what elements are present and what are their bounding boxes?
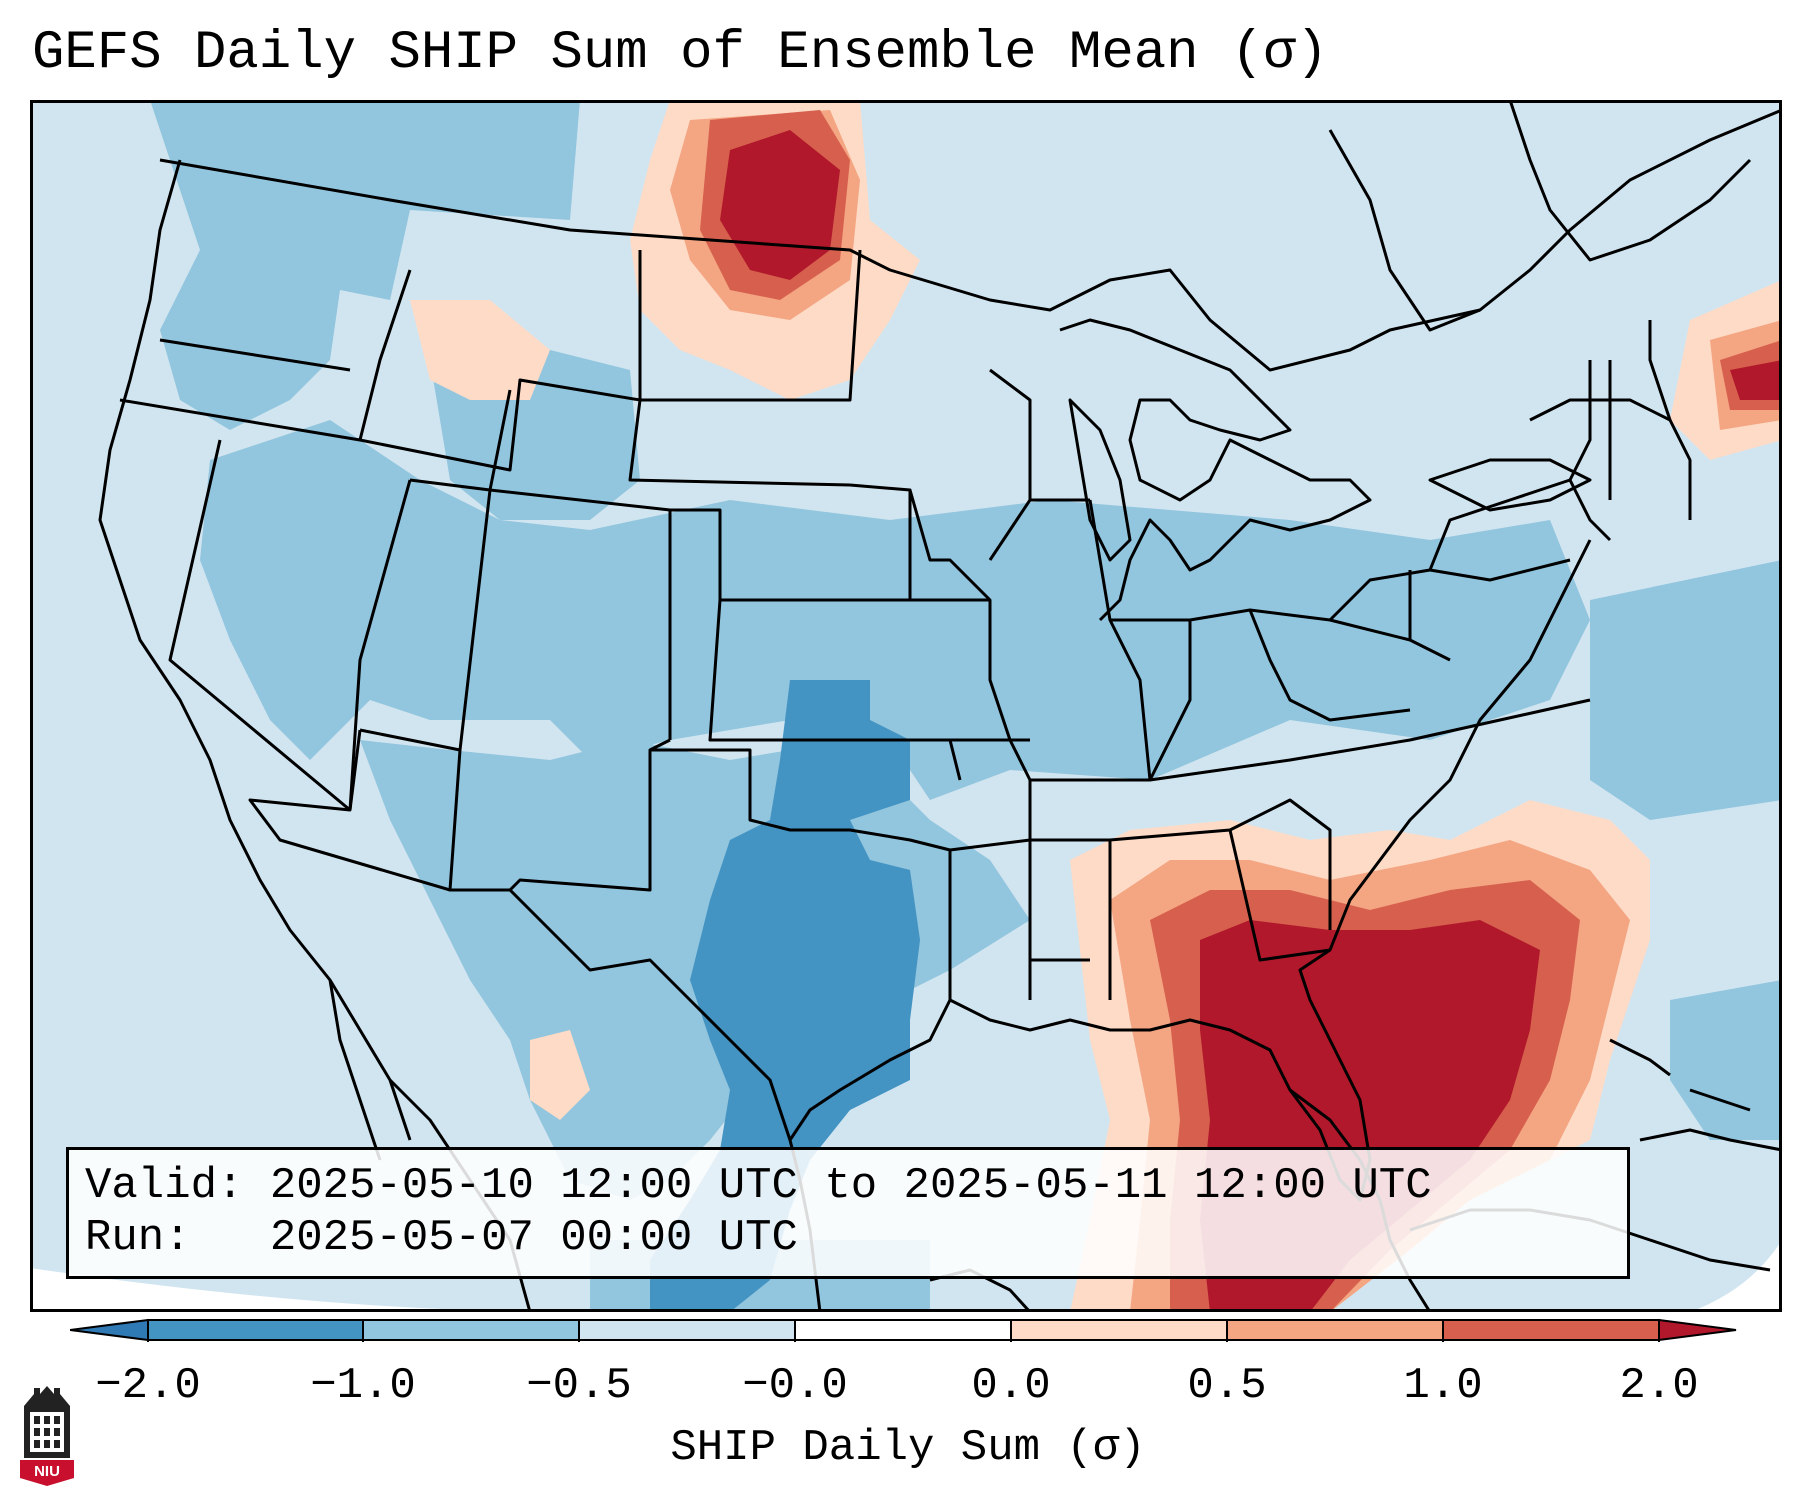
baja-california — [328, 979, 382, 1161]
run-time-text: Run: 2025-05-07 00:00 UTC — [85, 1213, 798, 1263]
colorbar — [70, 1318, 1737, 1342]
colorbar-tick-label: 0.5 — [1187, 1361, 1267, 1411]
colorbar-tick-label: 2.0 — [1619, 1361, 1699, 1411]
colorbar-tick-label: −2.0 — [95, 1361, 201, 1411]
colorbar-extend-high — [1658, 1318, 1737, 1342]
colorbar-segment — [148, 1320, 363, 1340]
colorbar-segment — [579, 1320, 795, 1340]
colorbar-tick-label: −0.0 — [742, 1361, 848, 1411]
great-lakes — [1059, 318, 1372, 622]
field-neg2 — [650, 680, 920, 1312]
validity-info-box: Valid: 2025-05-10 12:00 UTC to 2025-05-1… — [66, 1147, 1630, 1279]
ship-anomaly-map — [30, 100, 1782, 1312]
svg-text:NIU: NIU — [34, 1463, 60, 1480]
colorbar-segment — [1443, 1320, 1659, 1340]
map-panel — [30, 100, 1782, 1312]
colorbar-extend-low — [70, 1318, 149, 1342]
projection-edge — [1690, 1240, 1782, 1312]
pacific-coast — [98, 159, 412, 1141]
colorbar-segment — [363, 1320, 579, 1340]
colorbar-tick-label: −0.5 — [526, 1361, 632, 1411]
colorbar-segment — [795, 1320, 1011, 1340]
colorbar-tick-label: 0.0 — [971, 1361, 1051, 1411]
valid-time-text: Valid: 2025-05-10 12:00 UTC to 2025-05-1… — [85, 1161, 1432, 1211]
colorbar-label: SHIP Daily Sum (σ) — [670, 1423, 1146, 1473]
colorbar-segment — [1011, 1320, 1227, 1340]
colorbar-tick-label: −1.0 — [310, 1361, 416, 1411]
colorbar-segment — [1227, 1320, 1443, 1340]
map-frame — [30, 100, 1782, 1312]
us-canada-border — [159, 108, 1782, 372]
colorbar-tick-label: 1.0 — [1403, 1361, 1483, 1411]
niu-logo: NIU — [20, 1386, 74, 1486]
texas-border — [508, 888, 952, 1142]
map-title: GEFS Daily SHIP Sum of Ensemble Mean (σ) — [32, 23, 1329, 84]
projection-edge — [30, 1268, 570, 1312]
